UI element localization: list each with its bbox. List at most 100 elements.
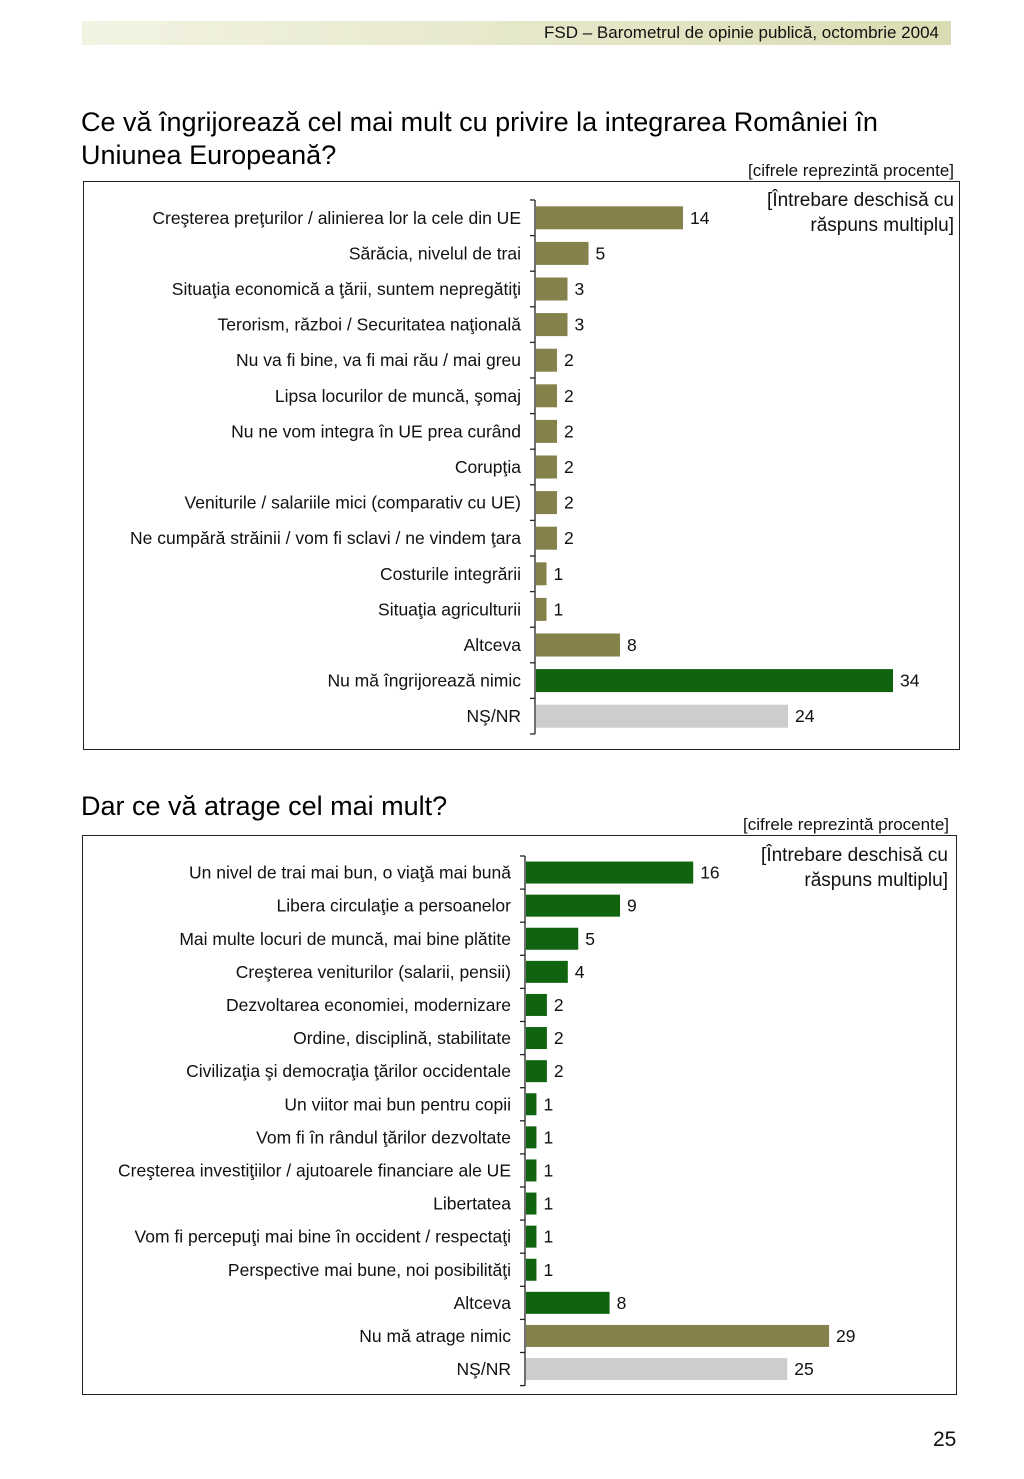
chart1-bar: [536, 562, 547, 586]
chart2-value-label: 1: [543, 1260, 553, 1280]
chart2-category-label: Civilizaţia şi democraţia ţărilor occide…: [186, 1061, 511, 1081]
chart2-bar: [526, 894, 621, 917]
chart1-category-label: Veniturile / salariile mici (comparativ …: [185, 493, 522, 513]
chart2-category-label: Libertatea: [433, 1194, 511, 1214]
chart1-bar: [536, 669, 893, 693]
chart2-category-label: Altceva: [454, 1293, 512, 1313]
chart2-category-label: Vom fi în rândul ţărilor dezvoltate: [256, 1127, 511, 1147]
chart2-bar: [526, 1225, 537, 1248]
chart1-category-label: Situaţia economică a ţării, suntem nepre…: [172, 279, 521, 299]
chart1-bar: [536, 526, 557, 550]
chart1-bar: [536, 491, 557, 515]
chart2-bar: [526, 1159, 537, 1182]
chart2-category-label: Dezvoltarea economiei, modernizare: [226, 995, 511, 1015]
chart1-bar: [536, 384, 557, 408]
chart1-category-label: Ne cumpără străinii / vom fi sclavi / ne…: [130, 528, 521, 548]
chart2-bar: [526, 1093, 537, 1116]
chart2-category-label: Un viitor mai bun pentru copii: [284, 1094, 511, 1114]
chart2-category-label: Perspective mai bune, noi posibilităţi: [228, 1260, 511, 1280]
chart1-value-label: 2: [564, 350, 574, 370]
chart2-category-label: Creşterea veniturilor (salarii, pensii): [236, 962, 511, 982]
chart1-category-label: Altceva: [464, 635, 522, 655]
chart2-bar: [526, 993, 547, 1016]
chart1-value-label: 3: [575, 315, 585, 335]
chart1-value-label: 5: [596, 243, 606, 263]
chart2-value-label: 2: [554, 995, 564, 1015]
chart2-bar: [526, 1358, 788, 1381]
chart2-value-label: 2: [554, 1028, 564, 1048]
chart2-category-label: Ordine, disciplină, stabilitate: [293, 1028, 511, 1048]
chart2-bar: [526, 861, 694, 884]
chart2-bar: [526, 1126, 537, 1149]
chart1-category-label: Lipsa locurilor de muncă, şomaj: [275, 386, 521, 406]
chart2-note: [cifrele reprezintă procente]: [743, 815, 949, 834]
chart1-value-label: 2: [564, 457, 574, 477]
chart2-value-label: 8: [617, 1293, 627, 1313]
chart1-bar: [536, 348, 557, 372]
chart1-category-label: Corupţia: [455, 457, 521, 477]
chart2-bar: [526, 1192, 537, 1215]
chart1-category-label: Nu ne vom integra în UE prea curând: [231, 421, 521, 441]
chart2-value-label: 1: [543, 1194, 553, 1214]
chart2-value-label: 5: [585, 929, 595, 949]
page-number: 25: [933, 1428, 957, 1451]
chart1-category-label: Nu va fi bine, va fi mai rău / mai greu: [236, 350, 521, 370]
chart2-value-label: 16: [700, 863, 719, 883]
chart1-value-label: 1: [554, 564, 564, 584]
chart1-bar: [536, 419, 557, 443]
chart2-value-label: 1: [543, 1160, 553, 1180]
chart1-value-label: 2: [564, 493, 574, 513]
chart2-value-label: 2: [554, 1061, 564, 1081]
chart2-title: Dar ce vă atrage cel mai mult?: [81, 791, 448, 821]
chart1-category-label: Nu mă îngrijorează nimic: [327, 671, 521, 691]
chart1-bar: [536, 277, 568, 301]
chart2-bar: [526, 1324, 830, 1347]
chart1-note: [cifrele reprezintă procente]: [748, 161, 954, 180]
chart1-value-label: 8: [627, 635, 637, 655]
chart2-value-label: 1: [543, 1127, 553, 1147]
header-text: FSD – Barometrul de opinie publică, octo…: [544, 23, 939, 42]
chart2-svg: Un nivel de trai mai bun, o viaţă mai bu…: [118, 855, 856, 1387]
chart2-value-label: 29: [836, 1326, 855, 1346]
chart2-box: Un nivel de trai mai bun, o viaţă mai bu…: [82, 835, 957, 1395]
chart2-category-label: Vom fi percepuţi mai bine în occident / …: [135, 1227, 511, 1247]
chart2-bar: [526, 1027, 547, 1050]
chart1-category-label: Sărăcia, nivelul de trai: [349, 243, 521, 263]
chart2-value-label: 25: [794, 1359, 813, 1379]
chart1-bar: [536, 241, 589, 265]
chart1-category-label: Situaţia agriculturii: [378, 599, 521, 619]
chart1-value-label: 34: [900, 671, 920, 691]
chart1-value-label: 2: [564, 421, 574, 441]
chart1-category-label: Creşterea preţurilor / alinierea lor la …: [152, 208, 521, 228]
header-band: FSD – Barometrul de opinie publică, octo…: [82, 21, 951, 45]
chart1-bar: [536, 455, 557, 479]
chart1-bar: [536, 313, 568, 337]
chart1-category-label: Terorism, război / Securitatea naţională: [218, 315, 522, 335]
chart2-value-label: 1: [543, 1094, 553, 1114]
chart1-bar: [536, 206, 683, 230]
chart2-bar: [526, 927, 579, 950]
chart2-value-label: 9: [627, 896, 637, 916]
chart1-value-label: 24: [795, 706, 815, 726]
chart2-bar: [526, 1060, 547, 1083]
chart2-value-label: 1: [543, 1227, 553, 1247]
chart2-category-label: Un nivel de trai mai bun, o viaţă mai bu…: [189, 863, 511, 883]
chart1-category-label: NŞ/NR: [467, 706, 521, 726]
chart1-bar: [536, 633, 620, 657]
chart1-title: Ce vă îngrijorează cel mai mult cu privi…: [81, 107, 878, 170]
chart2-bar: [526, 1258, 537, 1281]
chart1-value-label: 14: [690, 208, 710, 228]
chart1-bar: [536, 704, 788, 728]
chart1-annotation: [Întrebare deschisă cu răspuns multiplu]: [767, 190, 954, 236]
chart2-category-label: Mai multe locuri de muncă, mai bine plăt…: [179, 929, 511, 949]
chart1-value-label: 2: [564, 528, 574, 548]
chart2-annotation: [Întrebare deschisă cu răspuns multiplu]: [761, 845, 948, 891]
chart1-value-label: 2: [564, 386, 574, 406]
chart1-category-label: Costurile integrării: [380, 564, 521, 584]
chart2-bar: [526, 1291, 610, 1314]
chart2-category-label: NŞ/NR: [457, 1359, 511, 1379]
chart1-value-label: 1: [554, 599, 564, 619]
chart2-category-label: Libera circulaţie a persoanelor: [277, 896, 512, 916]
chart2-value-label: 4: [575, 962, 585, 982]
chart2-category-label: Creşterea investiţiilor / ajutoarele fin…: [118, 1160, 511, 1180]
